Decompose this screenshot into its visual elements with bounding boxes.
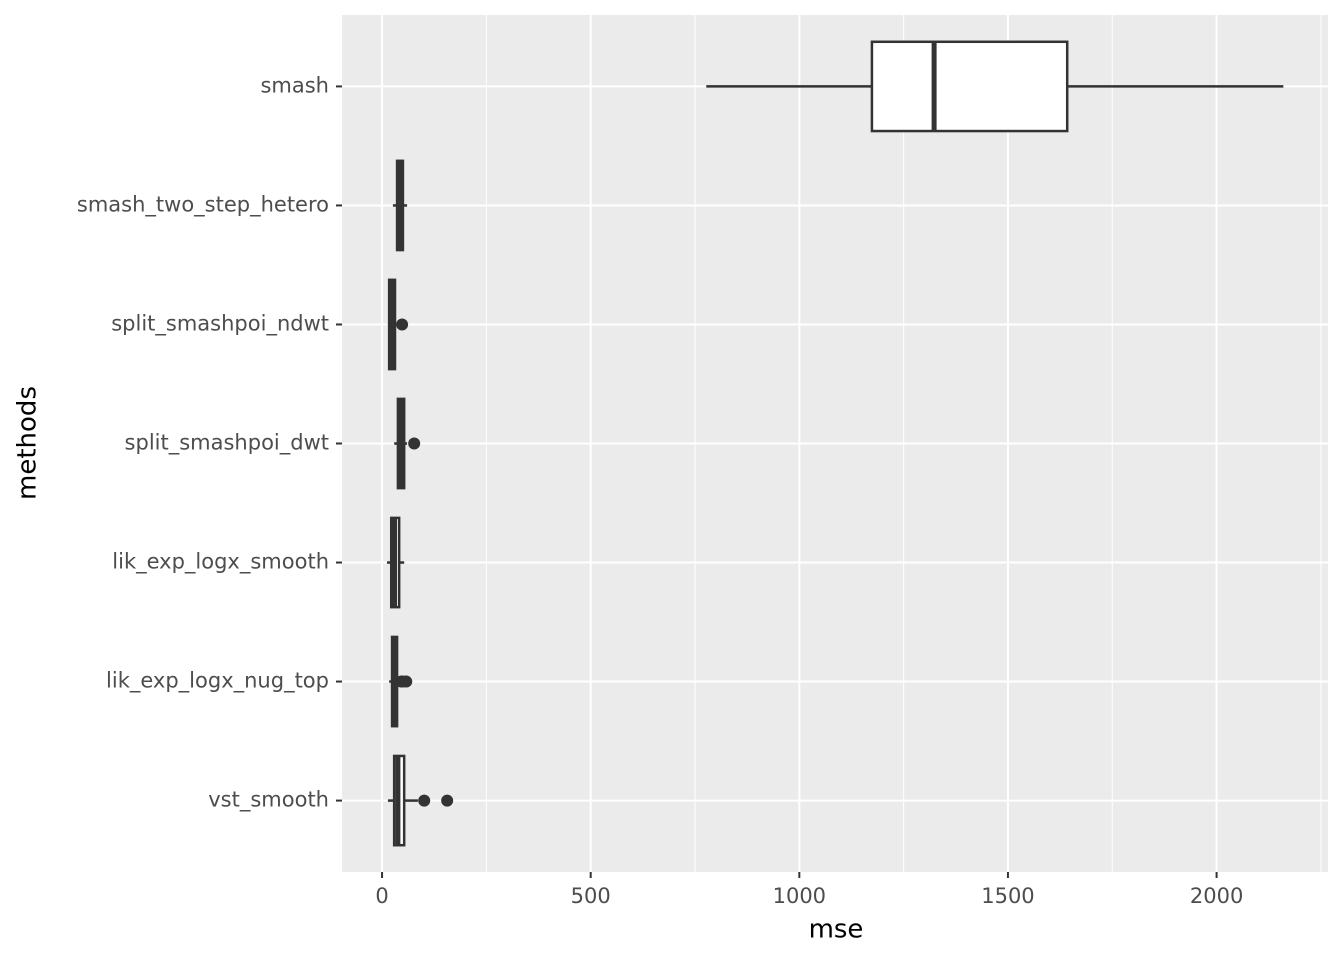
outlier: [408, 437, 421, 450]
outlier: [441, 794, 454, 807]
y-tick-label: lik_exp_logx_nug_top: [106, 669, 329, 694]
x-tick-label: 500: [571, 884, 611, 908]
x-tick-label: 0: [375, 884, 388, 908]
box: [870, 40, 1069, 133]
y-tick-label: smash_two_step_hetero: [77, 192, 329, 217]
x-tick-label: 1500: [981, 884, 1034, 908]
y-tick-label: lik_exp_logx_smooth: [112, 550, 329, 575]
x-tick-label: 1000: [773, 884, 826, 908]
y-tick-label: split_smashpoi_ndwt: [111, 311, 329, 336]
outlier: [400, 675, 413, 688]
outlier: [418, 794, 431, 807]
y-axis-title: methods: [13, 386, 43, 500]
x-tick-label: 2000: [1190, 884, 1243, 908]
y-tick-label: split_smashpoi_dwt: [125, 431, 329, 456]
y-tick-label: smash: [260, 73, 329, 97]
y-tick-label: vst_smooth: [208, 788, 329, 813]
x-axis-title: mse: [809, 915, 864, 945]
outlier: [396, 318, 409, 331]
